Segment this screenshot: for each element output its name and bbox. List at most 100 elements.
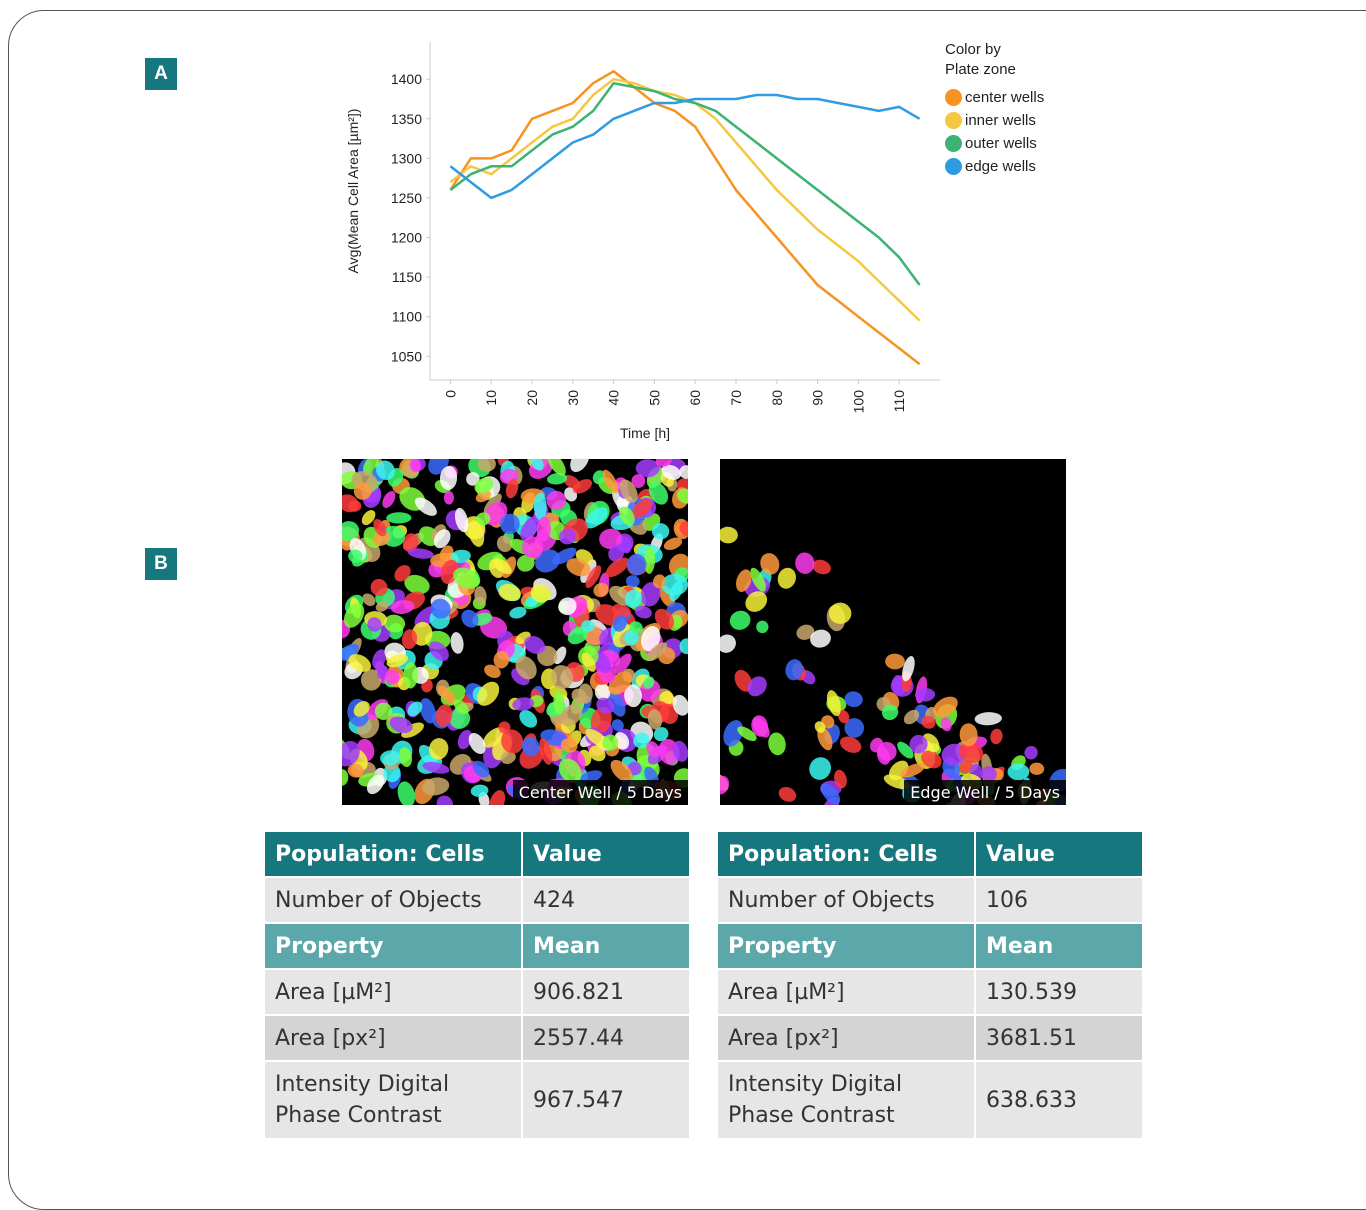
table-row: Intensity Digital Phase Contrast638.633	[718, 1062, 1142, 1138]
results-table: Population: CellsValueNumber of Objects4…	[263, 830, 691, 1140]
cell	[727, 608, 754, 634]
x-tick-label: 70	[728, 390, 744, 406]
table-cell: Area [µM²]	[718, 970, 974, 1014]
table-cell: 3681.51	[976, 1016, 1142, 1060]
table-row: Area [px²]3681.51	[718, 1016, 1142, 1060]
series-line	[450, 71, 919, 364]
legend-item: inner wells	[945, 109, 1044, 132]
x-tick-label: 50	[646, 390, 662, 406]
series-line	[450, 79, 919, 320]
y-tick-label: 1050	[391, 348, 422, 364]
table-row: Area [µM²]130.539	[718, 970, 1142, 1014]
legend-title: Color by Plate zone	[945, 40, 1035, 80]
table-row: Area [µM²]906.821	[265, 970, 689, 1014]
cell	[794, 551, 816, 575]
legend-marker	[945, 135, 962, 152]
table-cell: Property	[718, 924, 974, 968]
page: A B 105011001150120012501300135014000102…	[0, 0, 1366, 1173]
x-tick-label: 20	[524, 390, 540, 406]
y-tick-label: 1400	[391, 71, 422, 87]
cell	[766, 731, 787, 756]
cell	[805, 753, 835, 783]
legend-label: edge wells	[965, 158, 1036, 175]
y-tick-label: 1300	[391, 150, 422, 166]
x-tick-label: 60	[687, 390, 703, 406]
y-tick-label: 1200	[391, 230, 422, 246]
x-axis-label: Time [h]	[620, 425, 670, 441]
image-caption: Center Well / 5 Days	[513, 780, 688, 805]
header-cell: Value	[976, 832, 1142, 876]
table-row: PropertyMean	[718, 924, 1142, 968]
legend-item: outer wells	[945, 132, 1044, 155]
x-tick-label: 30	[565, 390, 581, 406]
table-row: Area [px²]2557.44	[265, 1016, 689, 1060]
table-cell: Mean	[523, 924, 689, 968]
cell	[720, 526, 738, 543]
table-cell: 906.821	[523, 970, 689, 1014]
y-tick-label: 1250	[391, 190, 422, 206]
table-cell: Number of Objects	[718, 878, 974, 922]
legend-marker	[945, 158, 962, 175]
table-cell: 638.633	[976, 1062, 1142, 1138]
cell	[775, 565, 798, 591]
table-cell: Area [px²]	[265, 1016, 521, 1060]
table-cell: Intensity Digital Phase Contrast	[718, 1062, 974, 1138]
table-row: PropertyMean	[265, 924, 689, 968]
table-cell: Mean	[976, 924, 1142, 968]
micrograph: Center Well / 5 Days	[342, 459, 688, 805]
legend-label: inner wells	[965, 112, 1036, 129]
table-cell: 130.539	[976, 970, 1142, 1014]
panel-label: B	[145, 548, 177, 580]
table-row: Intensity Digital Phase Contrast967.547	[265, 1062, 689, 1138]
legend-marker	[945, 112, 962, 129]
table-cell: Property	[265, 924, 521, 968]
legend-label: center wells	[965, 89, 1044, 106]
cell	[720, 631, 740, 657]
x-tick-label: 80	[769, 390, 785, 406]
legend-marker	[945, 89, 962, 106]
chart: 1050 1100 1150 1200 1250 1300 1350 1400 0 10 20 30 4…	[0, 0, 1366, 460]
cell	[885, 653, 905, 669]
cell	[843, 690, 864, 708]
cell	[1007, 763, 1029, 780]
cell	[989, 728, 1003, 745]
table-cell: Intensity Digital Phase Contrast	[265, 1062, 521, 1138]
legend-label: outer wells	[965, 135, 1037, 152]
cell	[449, 631, 465, 654]
cell	[974, 712, 1002, 726]
header-cell: Population: Cells	[718, 832, 974, 876]
x-tick-label: 0	[442, 390, 458, 398]
micrograph: Edge Well / 5 Days	[720, 459, 1066, 805]
cell	[720, 774, 731, 796]
legend: Color by Plate zone center wells inner we…	[945, 40, 1044, 178]
y-axis-label: Avg(Mean Cell Area [µm²])	[345, 109, 361, 274]
y-tick-label: 1150	[392, 269, 422, 285]
table-cell: 106	[976, 878, 1142, 922]
legend-item: edge wells	[945, 155, 1044, 178]
cell	[1029, 762, 1044, 775]
y-tick-label: 1100	[392, 309, 422, 325]
table-cell: 424	[523, 878, 689, 922]
header-row: Population: CellsValue	[718, 832, 1142, 876]
x-tick-label: 100	[850, 390, 866, 414]
table-cell: 967.547	[523, 1062, 689, 1138]
legend-item: center wells	[945, 86, 1044, 109]
cell	[776, 784, 798, 804]
table-cell: 2557.44	[523, 1016, 689, 1060]
y-tick-label: 1350	[391, 111, 422, 127]
table-cell: Area [px²]	[718, 1016, 974, 1060]
header-cell: Population: Cells	[265, 832, 521, 876]
x-tick-label: 90	[810, 390, 826, 406]
micrograph-cells	[342, 459, 688, 805]
table-cell: Number of Objects	[265, 878, 521, 922]
table-row: Number of Objects424	[265, 878, 689, 922]
x-tick-label: 40	[606, 390, 622, 406]
x-tick-label: 10	[483, 390, 499, 406]
cell	[386, 512, 411, 524]
micrograph-cells	[720, 459, 1066, 805]
table-cell: Area [µM²]	[265, 970, 521, 1014]
series-line	[450, 95, 919, 198]
x-tick-label: 110	[891, 390, 907, 413]
cell	[487, 788, 508, 805]
image-caption: Edge Well / 5 Days	[904, 780, 1066, 805]
